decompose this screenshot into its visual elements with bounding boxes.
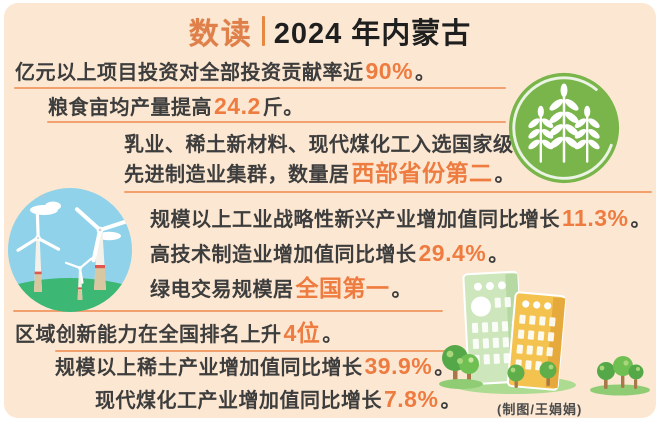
fact-highlight: 11.3% bbox=[562, 205, 629, 231]
fact-text: 。 bbox=[322, 324, 343, 346]
fact-highlight: 29.4% bbox=[418, 240, 487, 266]
fact-highlight: 24.2 bbox=[214, 93, 261, 119]
fact-text: 现代煤化工产业增加值同比增长 bbox=[95, 390, 382, 412]
title-main: 2024 年内蒙古 bbox=[273, 18, 472, 50]
fact-text: 规模以上工业战略性新兴产业增加值同比增长 bbox=[150, 209, 560, 231]
wheat-stalks bbox=[528, 83, 600, 163]
wheat-badge-icon bbox=[506, 70, 622, 186]
wind-turbine bbox=[74, 207, 132, 290]
wind-turbine bbox=[64, 257, 93, 300]
fact-text: 。 bbox=[391, 279, 412, 301]
fact-highlight: 全国第一 bbox=[295, 275, 390, 301]
fact-line-green-power: 绿电交易规模居全国第一。 bbox=[150, 275, 412, 303]
fact-highlight: 90% bbox=[365, 58, 414, 84]
fact-text: 。 bbox=[630, 209, 651, 231]
tree bbox=[539, 361, 557, 386]
fact-text: 先进制造业集群，数量居 bbox=[124, 164, 350, 186]
fact-line-innovation: 区域创新能力在全国排名上升4位。 bbox=[15, 320, 343, 348]
fact-text: 规模以上稀土产业增加值同比增长 bbox=[55, 357, 363, 379]
city-buildings-trees-icon bbox=[426, 266, 658, 422]
fact-highlight: 39.9% bbox=[364, 353, 433, 379]
fact-line-rare-earth: 规模以上稀土产业增加值同比增长39.9%。 bbox=[55, 353, 455, 381]
tree bbox=[439, 345, 483, 389]
divider-line bbox=[14, 87, 506, 89]
fact-text: 乳业、稀土新材料、现代煤化工入选国家级 bbox=[124, 134, 514, 156]
fact-line-coal-chemical: 现代煤化工产业增加值同比增长7.8%。 bbox=[95, 386, 461, 414]
fact-text: 斤。 bbox=[262, 97, 304, 119]
fact-highlight: 7.8% bbox=[384, 386, 439, 412]
wind-turbine bbox=[16, 213, 61, 292]
divider-line bbox=[13, 310, 443, 312]
fact-text: 。 bbox=[488, 244, 509, 266]
fact-line-grain: 粮食亩均产量提高24.2 斤。 bbox=[48, 93, 304, 121]
page-title: 数读 2024 年内蒙古 bbox=[0, 12, 660, 51]
credit-byline: (制图/王娟娟) bbox=[497, 402, 583, 417]
fact-line-clusters-2: 先进制造业集群，数量居西部省份第二。 bbox=[124, 160, 515, 188]
wind-turbines-icon bbox=[8, 188, 132, 312]
fact-text: 。 bbox=[494, 164, 515, 186]
divider-line bbox=[55, 350, 450, 352]
tree bbox=[507, 364, 525, 388]
fact-highlight: 4位 bbox=[283, 320, 321, 346]
title-tag: 数读 bbox=[188, 18, 253, 51]
fact-text: 高技术制造业增加值同比增长 bbox=[150, 244, 417, 266]
fact-text: 亿元以上项目投资对全部投资贡献率近 bbox=[15, 62, 364, 84]
cloud-swirl bbox=[29, 193, 45, 198]
fact-highlight: 西部省份第二 bbox=[351, 160, 493, 186]
divider-line bbox=[47, 121, 506, 123]
fact-line-strategic-industry: 规模以上工业战略性新兴产业增加值同比增长11.3%。 bbox=[150, 205, 651, 233]
fact-line-investment: 亿元以上项目投资对全部投资贡献率近90%。 bbox=[15, 58, 436, 86]
fact-line-clusters-1: 乳业、稀土新材料、现代煤化工入选国家级 bbox=[124, 130, 518, 158]
fact-text: 。 bbox=[415, 62, 436, 84]
fact-text: 。 bbox=[440, 390, 461, 412]
title-divider bbox=[261, 16, 265, 46]
fact-text: 区域创新能力在全国排名上升 bbox=[15, 324, 282, 346]
tree-cluster bbox=[590, 356, 650, 396]
fact-text: 绿电交易规模居 bbox=[150, 279, 294, 301]
grass-ground bbox=[8, 278, 132, 312]
divider-line bbox=[124, 191, 652, 193]
cloud bbox=[30, 201, 121, 241]
fact-text: 粮食亩均产量提高 bbox=[48, 97, 212, 119]
fact-line-hightech: 高技术制造业增加值同比增长29.4%。 bbox=[150, 240, 509, 268]
green-building bbox=[462, 270, 524, 386]
